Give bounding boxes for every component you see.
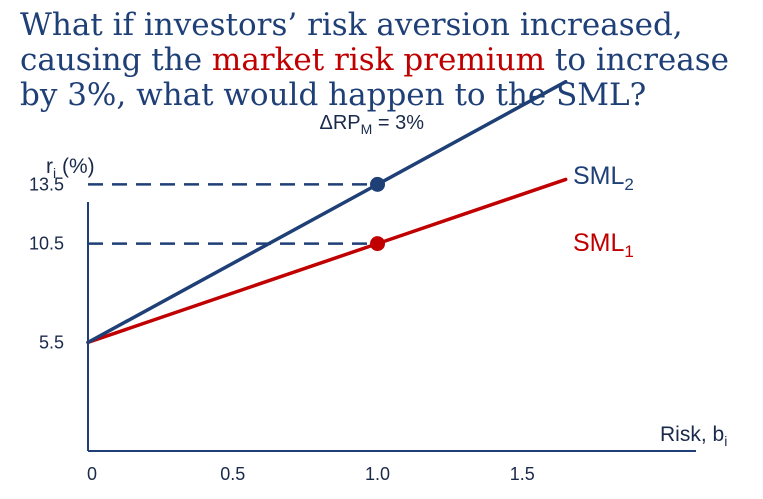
sml2-point: [370, 176, 386, 192]
annotation-suffix: = 3%: [372, 112, 424, 134]
y-axis-label-sub: i: [53, 165, 56, 181]
sml1-label-main: SML: [573, 229, 625, 257]
annotation-sub: M: [361, 121, 373, 137]
y-axis-label: ri (%): [46, 155, 95, 181]
x-axis-label: Risk, bi: [660, 423, 727, 449]
y-tick-label: 13.5: [29, 174, 64, 194]
y-axis-label-rest: (%): [56, 155, 95, 178]
data-points: [370, 176, 386, 252]
annotation-prefix: ΔRP: [319, 112, 360, 134]
title-highlight: market risk premium: [211, 42, 546, 78]
y-axis-label-main: r: [46, 155, 53, 178]
risk-premium-annotation: ΔRPM = 3%: [319, 112, 424, 137]
x-axis-label-sub: i: [724, 433, 727, 449]
title-line-1: What if investors’ risk aversion increas…: [20, 7, 683, 43]
sml1-label-sub: 1: [624, 242, 633, 261]
axes: [87, 202, 696, 452]
title-line-2-start: causing the: [20, 42, 212, 78]
sml2-label: SML2: [573, 162, 634, 194]
title-line-2: causing the market risk premium to incre…: [20, 43, 750, 78]
slide-title: What if investors’ risk aversion increas…: [20, 8, 750, 113]
chart-labels: ri (%) Risk, bi ΔRPM = 3% SML2 SML1: [46, 112, 727, 449]
y-tick-label: 10.5: [29, 234, 64, 254]
guide-lines: [88, 183, 378, 245]
title-line-2-end: to increase: [545, 42, 730, 78]
x-tick-label: 1.5: [510, 464, 535, 484]
x-axis-label-main: Risk, b: [660, 423, 724, 446]
x-tick-label: 0: [87, 464, 97, 484]
tick-labels: 0 0.5 1.0 1.5 5.5 10.5 13.5: [29, 174, 535, 484]
x-tick-label: 1.0: [365, 464, 390, 484]
y-tick-label: 5.5: [39, 332, 64, 352]
x-tick-label: 0.5: [220, 464, 245, 484]
sml1-label: SML1: [573, 229, 634, 261]
sml1-line: [86, 177, 568, 345]
sml1-point: [370, 236, 386, 252]
sml2-label-main: SML: [573, 162, 625, 190]
sml2-label-sub: 2: [624, 175, 633, 194]
